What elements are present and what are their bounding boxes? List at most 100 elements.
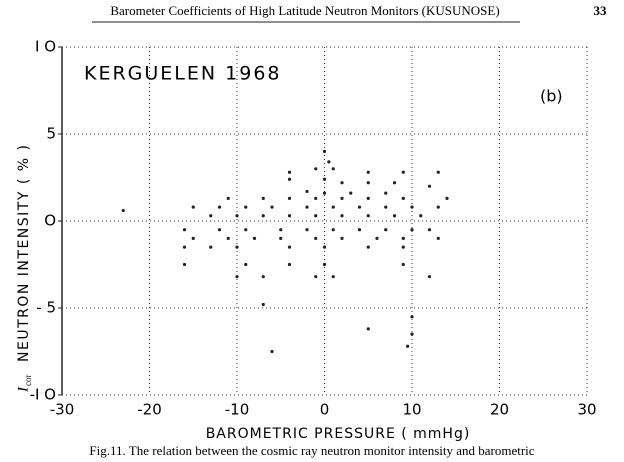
- point: [366, 181, 370, 185]
- point: [261, 196, 265, 200]
- point: [406, 344, 410, 348]
- point: [357, 228, 362, 232]
- point: [401, 196, 405, 200]
- point: [340, 214, 344, 218]
- point: [261, 275, 265, 279]
- point: [366, 245, 370, 249]
- point: [384, 228, 388, 232]
- x-tick-label: -20: [137, 401, 162, 419]
- point: [182, 228, 187, 232]
- point: [314, 275, 318, 279]
- point: [235, 275, 239, 279]
- y-axis-subscript: cor: [23, 375, 33, 387]
- point: [226, 196, 230, 200]
- y-axis-label: NEUTRON INTENSITY ( % ): [16, 144, 32, 362]
- y-tick-label: - 5: [36, 299, 56, 317]
- point: [366, 214, 370, 218]
- point: [436, 236, 440, 240]
- point: [191, 205, 195, 209]
- point: [410, 332, 414, 336]
- point: [217, 228, 222, 232]
- point: [314, 196, 318, 200]
- point: [366, 170, 370, 174]
- point: [191, 236, 195, 240]
- point: [410, 205, 414, 209]
- y-axis-label-group: I cor NEUTRON INTENSITY ( % ): [15, 144, 33, 393]
- point: [287, 196, 292, 200]
- point: [331, 167, 335, 171]
- point: [436, 205, 440, 209]
- point: [375, 236, 379, 240]
- point: [270, 205, 274, 209]
- point: [270, 349, 274, 354]
- y-tick-label: -I O: [30, 386, 56, 404]
- point: [235, 245, 239, 249]
- running-title: Barometer Coefficients of High Latitude …: [110, 3, 499, 18]
- page-number: 33: [594, 3, 608, 18]
- point: [392, 181, 397, 185]
- panel-label: (b): [540, 87, 563, 106]
- point: [314, 167, 318, 171]
- point: [209, 214, 213, 218]
- point: [410, 315, 414, 319]
- point: [287, 177, 292, 181]
- point: [366, 196, 370, 200]
- x-tick-label: -30: [50, 401, 75, 419]
- point: [331, 275, 335, 279]
- x-tick-label: -10: [225, 401, 250, 419]
- point: [401, 236, 405, 240]
- point: [235, 214, 239, 218]
- y-tick-label: I O: [35, 38, 56, 56]
- point: [401, 245, 405, 249]
- point: [182, 245, 187, 249]
- caption: Fig.11. The relation between the cosmic …: [89, 443, 534, 458]
- point: [340, 236, 344, 240]
- point: [287, 214, 292, 218]
- x-tick-label: 10: [402, 401, 421, 419]
- point: [427, 228, 432, 232]
- point: [366, 327, 370, 331]
- point: [252, 236, 257, 240]
- point: [314, 236, 318, 240]
- y-tick-label: 5: [46, 125, 56, 143]
- point: [331, 228, 335, 232]
- point: [217, 205, 222, 209]
- point: [427, 184, 432, 188]
- point: [427, 275, 432, 279]
- point: [287, 245, 292, 249]
- point: [349, 191, 353, 195]
- point: [244, 228, 248, 232]
- point: [357, 205, 362, 209]
- point: [340, 181, 344, 185]
- point: [419, 214, 423, 218]
- point: [261, 214, 265, 218]
- point: [322, 262, 327, 267]
- point: [384, 205, 388, 209]
- point: [436, 170, 440, 174]
- point: [401, 170, 405, 174]
- point: [182, 262, 187, 267]
- x-tick-label: 0: [320, 401, 330, 419]
- point: [384, 191, 388, 195]
- point: [410, 228, 414, 232]
- point: [314, 214, 318, 218]
- point: [226, 236, 230, 240]
- point: [445, 196, 449, 200]
- point: [209, 245, 213, 249]
- point: [244, 262, 248, 267]
- x-tick-label: 30: [577, 401, 596, 419]
- point: [305, 228, 309, 232]
- point: [331, 205, 335, 209]
- x-tick-label: 20: [490, 401, 509, 419]
- point: [305, 189, 309, 194]
- point: [327, 160, 331, 164]
- point: [279, 228, 283, 232]
- point: [322, 191, 327, 195]
- point: [340, 196, 344, 200]
- x-axis-label: BAROMETRIC PRESSURE ( mmHg): [206, 426, 471, 442]
- point: [305, 205, 309, 209]
- y-axis-symbol: I: [15, 386, 31, 393]
- point: [322, 149, 327, 153]
